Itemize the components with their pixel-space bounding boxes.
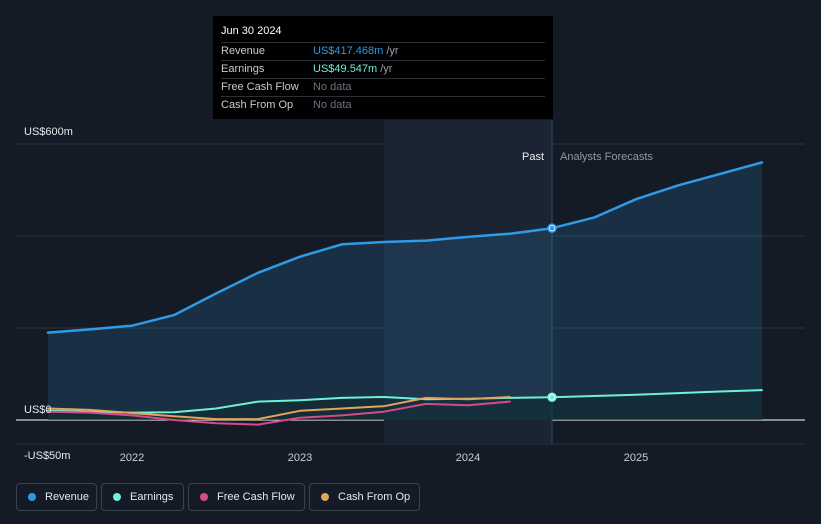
tooltip-row-label: Free Cash Flow <box>221 81 299 93</box>
x-tick-label: 2022 <box>120 452 144 464</box>
tooltip-date: Jun 30 2024 <box>221 25 282 37</box>
marker-core-earnings <box>549 394 555 400</box>
past-label: Past <box>522 151 544 163</box>
axis-labels: US$600m US$0 -US$50m 2022 2023 2024 2025 <box>24 126 648 464</box>
legend-label: Earnings <box>130 491 174 503</box>
series-line-free-cash-flow <box>47 400 511 426</box>
series-line-earnings <box>47 389 763 414</box>
marker-core-revenue <box>549 225 555 231</box>
y-tick-label: -US$50m <box>24 450 70 462</box>
tooltip-row-unit: /yr <box>386 45 399 57</box>
legend-item-revenue[interactable]: Revenue <box>16 483 97 511</box>
x-tick-label: 2025 <box>624 452 648 464</box>
data-tooltip: Jun 30 2024 Revenue US$417.468m/yr Earning… <box>213 16 553 119</box>
y-tick-label: US$600m <box>24 126 73 138</box>
tooltip-row: Earnings US$49.547m/yr <box>221 60 545 78</box>
past-region <box>384 120 552 444</box>
series-line-revenue <box>46 161 764 334</box>
series-line-cash-from-op <box>47 396 511 421</box>
highlight-markers <box>547 223 557 402</box>
tooltip-row-unit: /yr <box>380 63 393 75</box>
tooltip-row-label: Earnings <box>221 63 265 75</box>
tooltip-row: Revenue US$417.468m/yr <box>221 42 545 60</box>
revenue-area <box>48 162 762 420</box>
legend-label: Free Cash Flow <box>217 491 295 503</box>
earnings-area <box>48 390 762 420</box>
legend-label: Revenue <box>45 491 90 503</box>
x-tick-label: 2024 <box>456 452 480 464</box>
x-tick-label: 2023 <box>288 452 312 464</box>
tooltip-row: Free Cash Flow No data <box>221 78 545 96</box>
tooltip-row-value: US$417.468m <box>313 45 384 57</box>
legend-item-earnings[interactable]: Earnings <box>101 483 184 511</box>
legend-dot-icon <box>113 493 121 501</box>
y-tick-label: US$0 <box>24 404 52 416</box>
series-lines <box>46 161 764 426</box>
tooltip-row-value: No data <box>313 99 352 111</box>
legend-item-free-cash-flow[interactable]: Free Cash Flow <box>188 483 305 511</box>
legend-dot-icon <box>28 493 36 501</box>
legend-dot-icon <box>200 493 208 501</box>
series-fills <box>48 162 762 420</box>
tooltip-row: Cash From Op No data <box>221 96 545 114</box>
legend-item-cash-from-op[interactable]: Cash From Op <box>309 483 420 511</box>
tooltip-row-value: No data <box>313 81 352 93</box>
tooltip-rows: Revenue US$417.468m/yr Earnings US$49.547m /… <box>221 42 545 114</box>
legend-dot-icon <box>321 493 329 501</box>
chart-regions <box>384 120 553 444</box>
forecast-label: Analysts Forecasts <box>560 151 653 163</box>
tooltip-row-value: US$49.547m <box>313 63 378 75</box>
tooltip-row-label: Cash From Op <box>221 99 294 111</box>
tooltip-row-label: Revenue <box>221 45 266 57</box>
legend-label: Cash From Op <box>338 491 411 503</box>
